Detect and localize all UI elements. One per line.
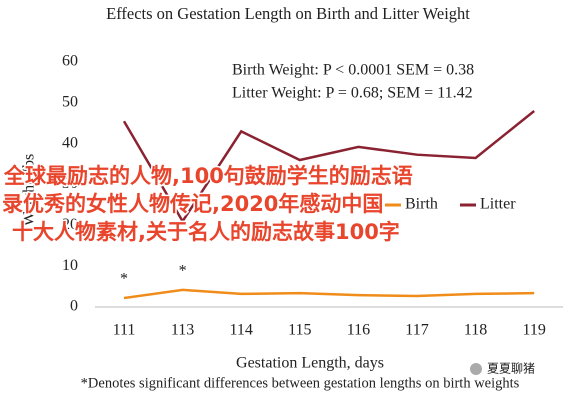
chart-title: Effects on Gestation Length on Birth and… xyxy=(106,4,470,23)
annotation: * xyxy=(120,271,128,288)
y-tick-label: 10 xyxy=(62,257,78,274)
overlay-text: 十大人物素材,关于名人的励志故事100字 xyxy=(12,220,400,244)
y-tick-label: 60 xyxy=(62,53,78,70)
y-tick-label: 20 xyxy=(62,216,78,233)
x-tick-label: 118 xyxy=(464,322,487,339)
y-axis-label: Weight, lbs xyxy=(21,154,38,226)
stat-text: Litter Weight: P = 0.68; SEM = 11.42 xyxy=(232,85,473,102)
legend-label: Litter xyxy=(480,196,516,213)
stat-text: Birth Weight: P < 0.0001 SEM = 0.38 xyxy=(232,62,474,79)
x-tick-label: 119 xyxy=(522,322,545,339)
y-tick-label: 40 xyxy=(62,134,78,151)
x-tick-label: 111 xyxy=(113,322,136,339)
footnote: *Denotes significant differences between… xyxy=(81,375,520,391)
x-tick-label: 113 xyxy=(171,322,194,339)
overlay-text: 全球最励志的人物,100句鼓励学生的励志语 xyxy=(3,164,413,188)
series-line xyxy=(122,110,535,224)
series-line xyxy=(123,288,535,300)
legend-label: Birth xyxy=(405,196,438,213)
overlay-text: 录优秀的女性人物传记,2020年感动中国 xyxy=(2,192,383,216)
x-axis-label: Gestation Length, days xyxy=(236,355,384,372)
watermark: 夏夏聊猪 xyxy=(487,362,535,376)
annotation: * xyxy=(179,263,187,280)
watermark-icon xyxy=(470,363,482,375)
y-tick-label: 30 xyxy=(62,175,78,192)
x-tick-label: 114 xyxy=(229,322,252,339)
x-tick-label: 116 xyxy=(347,322,370,339)
y-tick-label: 50 xyxy=(62,94,78,111)
x-tick-label: 117 xyxy=(405,322,428,339)
x-tick-label: 115 xyxy=(288,322,311,339)
y-tick-label: 0 xyxy=(70,298,78,315)
